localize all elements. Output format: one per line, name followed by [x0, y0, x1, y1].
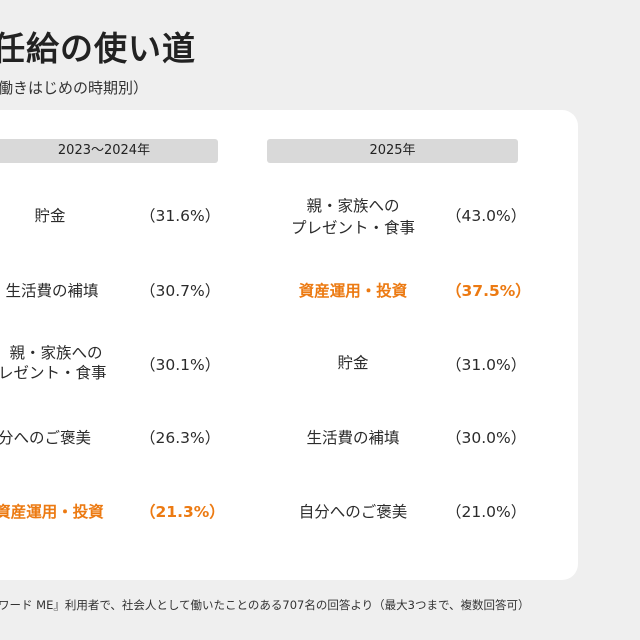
- left-item-4-percent: （26.3%）: [140, 429, 221, 447]
- column-header-2023-2024: 2023〜2024年: [0, 139, 218, 163]
- left-item-3-percent: （30.1%）: [140, 356, 221, 374]
- left-item-2-label: 生活費の補填: [5, 282, 99, 300]
- right-item-4-label: 生活費の補填: [306, 429, 400, 447]
- right-item-3-percent: （31.0%）: [446, 356, 527, 374]
- left-item-5-percent: （21.3%）: [140, 503, 225, 521]
- column-header-2025: 2025年: [267, 139, 518, 163]
- right-item-1-label-line2: プレゼント・食事: [290, 219, 415, 237]
- right-item-5-label: 自分へのご褒美: [298, 503, 408, 521]
- footnote: ワード ME』利用者で、社会人として働いたことのある707名の回答より（最大3つ…: [0, 598, 530, 612]
- right-item-2-percent: （37.5%）: [446, 282, 531, 300]
- left-item-1-percent: （31.6%）: [140, 207, 221, 225]
- left-item-2-percent: （30.7%）: [140, 282, 221, 300]
- left-item-3-label-line1: 親・家族への: [9, 344, 103, 362]
- page-subtitle: 働きはじめの時期別）: [0, 79, 149, 97]
- right-item-1-label-line1: 親・家族への: [306, 197, 400, 215]
- right-item-2-label: 資産運用・投資: [298, 282, 408, 300]
- left-item-4-label: 分へのご褒美: [0, 429, 92, 447]
- right-item-3-label: 貯金: [337, 354, 369, 372]
- right-item-4-percent: （30.0%）: [446, 429, 527, 447]
- right-item-1-percent: （43.0%）: [446, 207, 527, 225]
- left-item-1-label: 貯金: [34, 207, 66, 225]
- left-item-3-label-line2: レゼント・食事: [0, 364, 107, 382]
- results-card: [0, 110, 578, 580]
- page-title: 任給の使い道: [0, 29, 196, 68]
- left-item-5-label: 資産運用・投資: [0, 503, 104, 521]
- right-item-5-percent: （21.0%）: [446, 503, 527, 521]
